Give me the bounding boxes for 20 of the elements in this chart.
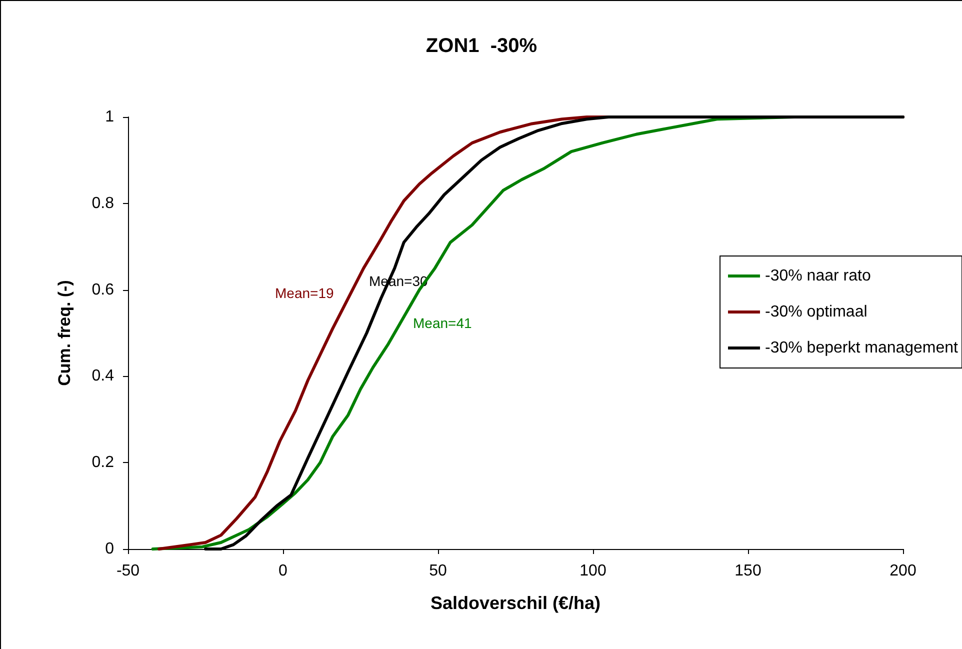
chart-title: ZON1 -30% [426, 35, 538, 57]
x-tick-label: 0 [278, 562, 288, 580]
annotation: Mean=41 [413, 315, 472, 331]
y-tick-label: 0.4 [92, 368, 114, 385]
legend-label: -30% naar rato [765, 268, 871, 284]
x-tick-label: 150 [734, 562, 762, 580]
annotation: Mean=19 [275, 285, 334, 301]
legend-label: -30% optimaal [765, 304, 868, 320]
y-tick-label: 0.2 [92, 454, 114, 472]
x-tick-label: 50 [429, 562, 447, 580]
y-tick-label: 0 [105, 540, 114, 558]
y-tick-label: 0.8 [92, 194, 114, 212]
x-axis-title: Saldoverschil (€/ha) [430, 593, 601, 613]
legend-label: -30% beperkt management [765, 340, 959, 356]
y-tick-label: 0.6 [92, 281, 114, 298]
x-tick-label: -50 [116, 562, 140, 580]
y-axis-title: Cum. freq. (-) [55, 280, 74, 386]
x-tick-label: 100 [580, 562, 606, 580]
y-tick-label: 1 [105, 108, 114, 126]
x-tick-label: 200 [890, 562, 916, 580]
